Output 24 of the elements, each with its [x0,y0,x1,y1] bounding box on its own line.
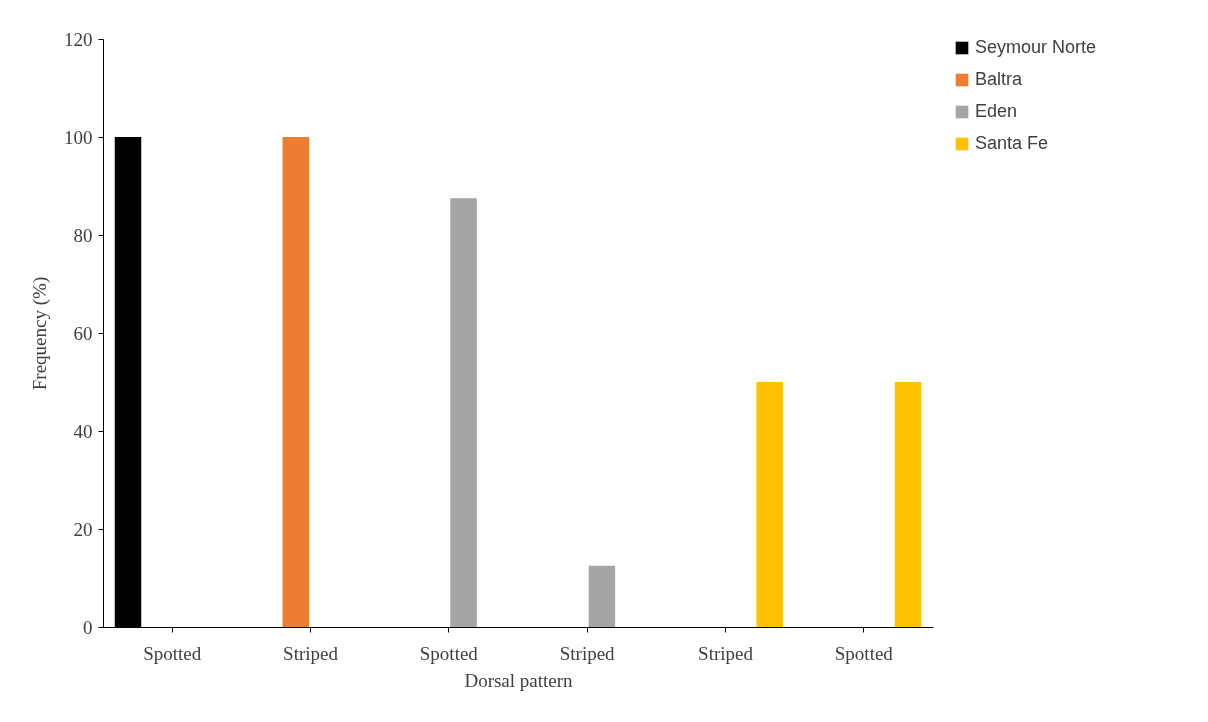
bar [894,382,922,627]
legend-label: Eden [975,101,1018,121]
x-axis-title: Dorsal pattern [464,669,574,691]
y-axis-title: Frequency (%) [29,276,51,391]
y-tick-label: 60 [73,322,93,344]
bar [450,198,477,627]
legend-label: Baltra [975,69,1024,89]
y-tick-label: 120 [64,28,93,50]
y-tick-label: 80 [73,224,93,246]
bar [588,565,616,627]
x-tick-label: Spotted [419,642,479,664]
x-tick-label: Striped [698,642,754,664]
bar [282,137,310,627]
y-tick-label: 20 [73,518,93,540]
legend-label: Santa Fe [975,133,1049,153]
x-tick-label: Striped [559,642,616,664]
x-tick-label: Striped [283,642,339,664]
y-tick-label: 40 [73,420,93,442]
y-tick-label: 0 [83,616,93,638]
legend-label: Seymour Norte [975,37,1097,57]
bar [756,382,783,627]
x-tick-label: Spotted [834,642,894,664]
y-tick-label: 100 [64,126,93,148]
x-tick-label: Spotted [143,642,202,664]
